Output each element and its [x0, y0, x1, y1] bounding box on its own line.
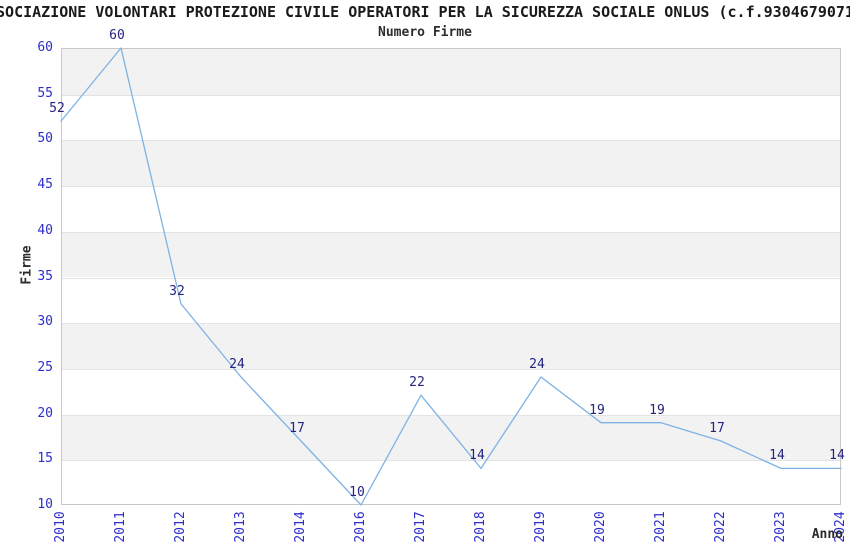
gridline	[62, 140, 840, 142]
y-tick-label: 10	[37, 497, 53, 512]
y-tick-label: 45	[37, 177, 53, 193]
grid-band	[62, 49, 840, 95]
y-tick-label: 55	[37, 85, 53, 101]
chart-title: Numero Firme	[378, 25, 472, 40]
data-label: 19	[649, 402, 665, 418]
y-tick-label: 40	[37, 222, 53, 238]
data-label: 60	[109, 28, 125, 43]
x-tick-label: 2019	[533, 511, 548, 543]
x-tick-label: 2016	[353, 511, 368, 543]
data-label: 19	[589, 402, 605, 418]
y-tick-label: 35	[37, 268, 53, 284]
x-tick-label: 2018	[473, 511, 488, 543]
x-tick-label: 2014	[293, 511, 308, 543]
gridline	[62, 277, 840, 279]
x-tick-label: 2012	[173, 511, 188, 543]
x-tick-label: 2023	[773, 511, 788, 543]
data-label: 14	[469, 448, 485, 464]
grid-band	[62, 140, 840, 187]
gridline	[62, 414, 840, 416]
data-label: 10	[349, 485, 365, 500]
data-label: 52	[49, 101, 65, 117]
data-label: 24	[229, 357, 245, 373]
x-tick-label: 2010	[53, 511, 68, 543]
gridline	[62, 460, 840, 462]
grid-band	[62, 323, 840, 369]
y-tick-label: 25	[37, 359, 53, 375]
data-label: 32	[169, 283, 185, 299]
y-tick-label: 30	[37, 314, 53, 330]
y-axis-label: Firme	[19, 245, 35, 285]
gridline	[62, 368, 840, 370]
x-tick-label: 2022	[713, 511, 728, 543]
x-tick-label: 2017	[413, 511, 428, 543]
y-tick-label: 50	[37, 131, 53, 147]
y-tick-label: 20	[37, 405, 53, 421]
x-tick-label: 2013	[233, 511, 248, 543]
y-tick-label: 60	[37, 40, 53, 55]
data-label: 14	[829, 448, 845, 464]
data-label: 17	[289, 421, 305, 437]
y-tick-label: 15	[37, 451, 53, 467]
gridline	[62, 94, 840, 96]
gridline	[62, 231, 840, 233]
gridline	[62, 186, 840, 188]
data-label: 14	[769, 448, 785, 464]
plot-area	[61, 48, 841, 505]
grid-band	[62, 231, 840, 278]
data-label: 24	[529, 357, 545, 373]
gridline	[62, 323, 840, 325]
data-label: 22	[409, 375, 425, 391]
x-tick-label: 2021	[653, 511, 668, 543]
x-axis-label: Anno	[811, 527, 843, 542]
x-tick-label: 2011	[113, 511, 128, 543]
data-label: 17	[709, 421, 725, 437]
figure-title: SOCIAZIONE VOLONTARI PROTEZIONE CIVILE O…	[0, 3, 850, 21]
x-tick-label: 2020	[593, 511, 608, 543]
